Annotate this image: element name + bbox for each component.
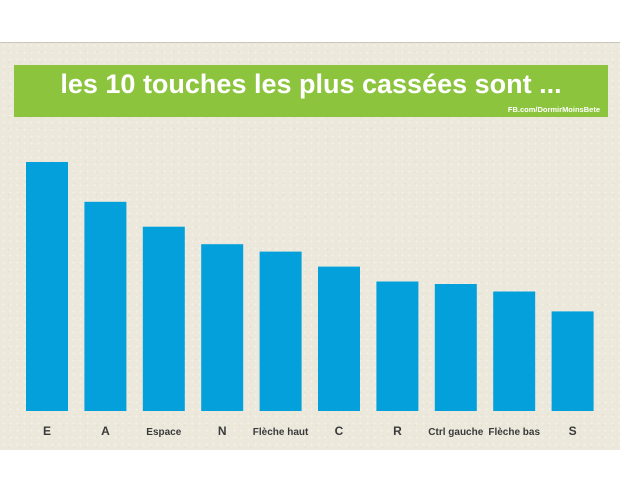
bar-e [26, 162, 68, 411]
tick-label-flèche-haut: Flèche haut [253, 427, 309, 438]
x-tick-labels: E A Espace N Flèche haut C R Ctrl gauche Flèche … [43, 424, 577, 438]
tick-label-c: C [335, 424, 344, 438]
title-banner: les 10 touches les plus cassées sont ...… [14, 65, 608, 117]
tick-label-s: S [569, 424, 577, 438]
credit-text: FB.com/DormirMoinsBete [507, 105, 600, 114]
tick-label-e: E [43, 424, 51, 438]
bars-group [26, 162, 594, 411]
bar-flèche-haut [259, 251, 302, 411]
tick-label-ctrl-gauche: Ctrl gauche [428, 427, 483, 438]
tick-label-r: R [393, 424, 402, 438]
bar-a [84, 201, 127, 411]
bar-n [201, 244, 244, 411]
chart-title: les 10 touches les plus cassées sont ... [60, 69, 562, 99]
tick-label-n: N [218, 424, 227, 438]
bar-s [551, 311, 594, 411]
bar-espace [142, 226, 185, 411]
top-border [0, 42, 620, 43]
tick-label-flèche-bas: Flèche bas [488, 427, 540, 438]
bar-r [376, 281, 419, 411]
bar-flèche-bas [493, 291, 536, 411]
tick-label-espace: Espace [146, 427, 181, 438]
tick-label-a: A [101, 424, 110, 438]
bar-ctrl-gauche [434, 284, 477, 411]
bar-c [318, 266, 360, 411]
